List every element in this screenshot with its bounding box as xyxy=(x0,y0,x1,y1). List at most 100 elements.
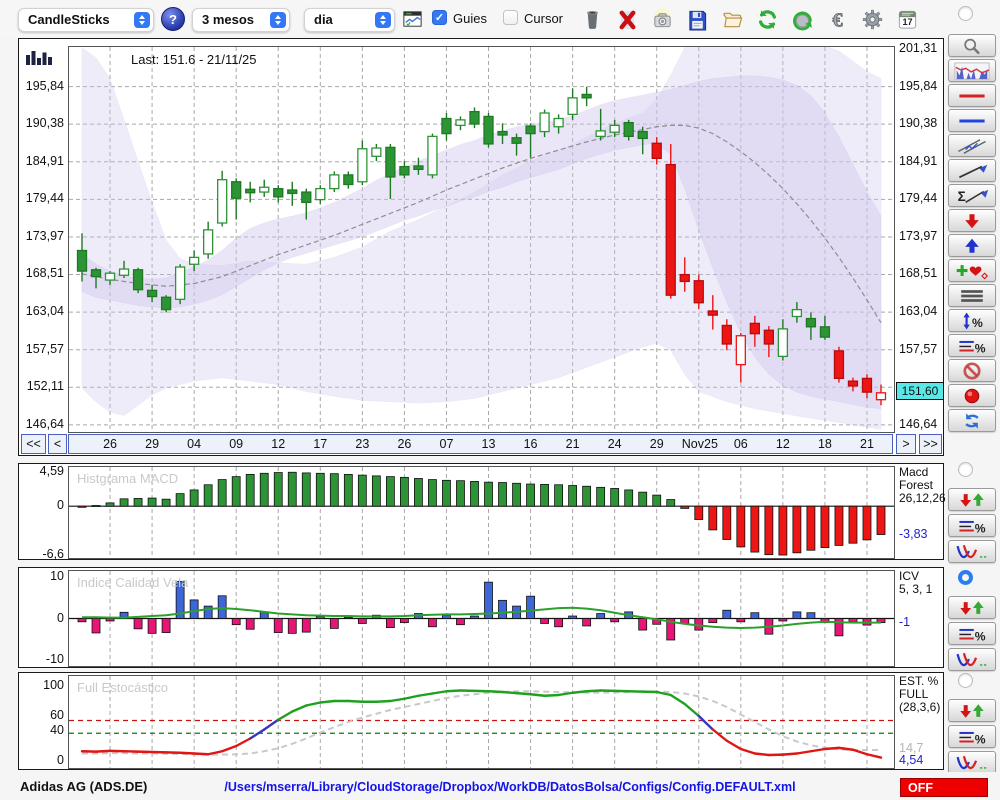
date-label: 09 xyxy=(229,437,244,451)
trash-button[interactable] xyxy=(580,7,604,31)
channel-button[interactable] xyxy=(948,134,996,157)
curve-icon xyxy=(956,652,987,666)
sync-button[interactable] xyxy=(790,7,814,31)
sigma-trend-button[interactable]: Σ xyxy=(948,184,996,207)
refresh-icon xyxy=(758,9,776,29)
zoom-button[interactable] xyxy=(948,34,996,57)
mini-chart-window-button[interactable] xyxy=(400,7,424,31)
record-button[interactable] xyxy=(948,384,996,407)
axis-label: 60 xyxy=(50,708,64,722)
stoch-curve-button[interactable] xyxy=(948,751,996,774)
axis-label: 40 xyxy=(50,723,64,737)
date-label: 24 xyxy=(607,437,622,451)
guies-checkbox[interactable]: ✓ xyxy=(432,10,447,25)
arrow-up-blue-button[interactable] xyxy=(948,234,996,257)
stochastic-d-value: 14,7 xyxy=(899,740,924,755)
arrow-down-red-button[interactable] xyxy=(948,209,996,232)
icv-plot: Indice Calidad Vela xyxy=(68,570,895,667)
svg-text:%: % xyxy=(975,732,986,746)
macd-panel-radio[interactable] xyxy=(958,462,973,477)
cursor-checkbox[interactable] xyxy=(503,10,518,25)
stoch-sell-buy-arrows-button[interactable] xyxy=(948,699,996,722)
date-label: 12 xyxy=(271,437,286,451)
macd-title: Histgrama MACD xyxy=(77,471,179,486)
blue-hline-button[interactable] xyxy=(948,109,996,132)
arrow-up-blue-icon xyxy=(965,238,979,253)
axis-label: -6,6 xyxy=(42,547,64,562)
interval-select[interactable]: dia xyxy=(304,8,395,32)
indicator-chart-button[interactable] xyxy=(948,59,996,82)
date-label: 26 xyxy=(397,437,412,451)
sync-blue-button[interactable] xyxy=(948,409,996,432)
calendar-button[interactable]: 17 xyxy=(895,7,919,31)
block-button[interactable] xyxy=(948,359,996,382)
icv-last-value: -1 xyxy=(899,614,911,629)
refresh-button[interactable] xyxy=(755,7,779,31)
arrow-down-red-icon xyxy=(965,213,979,228)
svg-text:€: € xyxy=(832,9,842,30)
icv-panel-radio[interactable] xyxy=(958,570,973,585)
price-label: 168,51 xyxy=(25,266,64,281)
stoch-lines-percent-button[interactable]: % xyxy=(948,725,996,748)
macd-panel: Histgrama MACD 4,59 0 -6,6 Macd Forest 26,… xyxy=(18,463,946,562)
icv-lines-percent-button[interactable]: % xyxy=(948,622,996,645)
stochastic-name-line2: FULL xyxy=(899,687,929,701)
stochastic-params: (28,3,6) xyxy=(899,700,941,714)
list-icon xyxy=(961,289,983,302)
volume-histogram-icon[interactable] xyxy=(25,49,53,71)
calendar-icon: 17 xyxy=(898,10,916,29)
chart-type-value: CandleSticks xyxy=(28,12,110,27)
help-button[interactable]: ? xyxy=(161,7,185,31)
gear-button[interactable] xyxy=(860,7,884,31)
period-select[interactable]: 3 mesos xyxy=(192,8,290,32)
measure-percent-button[interactable]: % xyxy=(948,309,996,332)
axis-label: 4,59 xyxy=(39,464,64,479)
price-label: 173,97 xyxy=(899,228,938,243)
nav-next-button[interactable]: > xyxy=(896,434,916,454)
open-folder-icon xyxy=(722,12,742,27)
symbol-label: Adidas AG (ADS.DE) xyxy=(20,779,148,794)
check-icon: ✓ xyxy=(434,12,445,24)
nav-first-button[interactable]: << xyxy=(21,434,46,454)
macd-lines-percent-button[interactable]: % xyxy=(948,514,996,537)
off-toggle-button[interactable]: OFF xyxy=(900,778,988,797)
sync-blue-icon xyxy=(965,412,979,429)
open-folder-button[interactable] xyxy=(720,7,744,31)
trendline-button[interactable] xyxy=(948,159,996,182)
euro-button[interactable]: € xyxy=(825,7,849,31)
price-label: 190,38 xyxy=(899,116,938,131)
price-label: 201,31 xyxy=(899,40,938,55)
price-label: 146,64 xyxy=(899,416,938,431)
camera-button[interactable] xyxy=(650,7,674,31)
nav-prev-button[interactable]: < xyxy=(48,434,67,454)
delete-icon xyxy=(619,10,635,29)
zoom-icon xyxy=(964,38,980,54)
sigma-trend-icon: Σ xyxy=(958,188,989,203)
lines-percent-button[interactable]: % xyxy=(948,334,996,357)
red-hline-button[interactable] xyxy=(948,84,996,107)
macd-curve-button[interactable] xyxy=(948,540,996,563)
chart-type-select[interactable]: CandleSticks xyxy=(18,8,154,32)
curve-icon xyxy=(956,755,987,769)
icv-sell-buy-arrows-button[interactable] xyxy=(948,596,996,619)
help-icon: ? xyxy=(169,11,177,27)
delete-button[interactable] xyxy=(615,7,639,31)
icv-params: 5, 3, 1 xyxy=(899,582,933,596)
date-label: 21 xyxy=(860,437,874,451)
block-icon xyxy=(963,361,981,380)
date-label: 16 xyxy=(523,437,538,451)
date-strip[interactable]: 26 29 04 09 12 17 23 26 07 13 16 21 24 29 Nov25 06 12 18 2… xyxy=(68,434,893,454)
date-label: 26 xyxy=(103,437,117,451)
mini-chart-icon xyxy=(402,10,422,27)
stochastic-panel: Full Estocástico 100 60 40 0 EST. % FULL (2… xyxy=(18,672,944,770)
main-panel-radio[interactable] xyxy=(958,6,973,21)
stoch-panel-radio[interactable] xyxy=(958,673,973,688)
list-button[interactable] xyxy=(948,284,996,307)
save-button[interactable] xyxy=(685,7,709,31)
macd-sell-buy-arrows-button[interactable] xyxy=(948,488,996,511)
add-signal-button[interactable] xyxy=(948,259,996,282)
nav-last-button[interactable]: >> xyxy=(919,434,942,454)
icv-curve-button[interactable] xyxy=(948,648,996,671)
svg-text:%: % xyxy=(972,315,983,329)
